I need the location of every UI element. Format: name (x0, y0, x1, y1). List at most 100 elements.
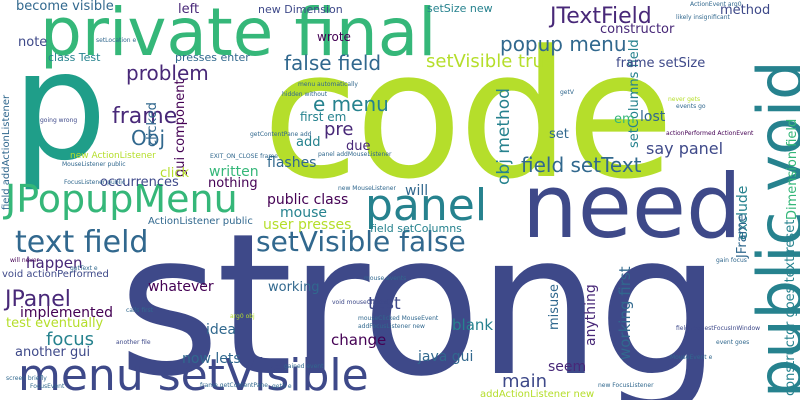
word-new-actionlistener: new ActionListener (70, 151, 156, 161)
word-become-visible: become visible (16, 0, 114, 14)
word-strong: strong (118, 192, 722, 400)
word-gained-event: gained event (284, 363, 324, 370)
word-first-em: first em (300, 110, 347, 124)
word-seem: seem (548, 359, 587, 375)
word-obj: Obj (131, 126, 165, 150)
word-setlocation-e: setLocation e (96, 37, 137, 44)
word-jpopupmenu: JPopupMenu (5, 177, 238, 221)
word-event-goes: event goes (716, 339, 750, 346)
word-private-final: private final (40, 0, 437, 71)
word-nothing: nothing (208, 176, 258, 191)
word-new-dimension: new Dimension (258, 3, 343, 16)
word-mouseevent-e: MouseEvent e (670, 354, 713, 361)
word-popup-menu: popup menu (500, 32, 627, 56)
word-text-field: text field (15, 225, 149, 260)
word-written: written (209, 164, 259, 180)
word-say-panel: say panel (646, 139, 724, 158)
word-exit-on-close-frame: EXIT_ON_CLOSE frame (210, 153, 278, 160)
word-calls-first: calls first (126, 307, 154, 314)
word-occurrences: occurrences (100, 175, 179, 190)
word-em: em (614, 112, 635, 127)
word-presses-enter: presses enter (175, 51, 250, 64)
word-setvisible-false: setVisible false (256, 225, 466, 258)
word-addfocuslistener-new: addFocusListener new (358, 323, 425, 330)
word-wrote: wrote (317, 30, 351, 44)
word-class-test: class Test (48, 51, 101, 64)
word-events-go: events go (676, 103, 706, 110)
word-frame: frame (112, 104, 178, 129)
word-addactionlistener-new: addActionListener new (480, 389, 595, 400)
word-public-class: public class (267, 192, 349, 208)
word-new-focuslistener: new FocusListener (598, 382, 654, 389)
word-jtextfield: JTextField (550, 4, 652, 29)
word-focus: focus (46, 329, 95, 350)
word-clicked: clicked (145, 102, 160, 147)
word-test: test (368, 294, 401, 314)
word-mouse-events: mouse events (364, 275, 407, 282)
word-working: working (268, 280, 320, 295)
word-pre: pre (324, 119, 354, 140)
word-setsize-new: setSize new (427, 2, 493, 15)
word-setvisible-true: setVisible true (426, 51, 555, 72)
word-void-actionperformed: void actionPerformed (2, 269, 109, 280)
word-flashes: flashes (267, 155, 317, 171)
word-anything: anything (583, 284, 599, 346)
word-jpanel: JPanel (5, 287, 71, 312)
word-another-gui: another gui (15, 345, 91, 360)
word-mouse: mouse (280, 205, 327, 221)
word-menu-setvisible: menu setVisible (18, 350, 369, 400)
word-note: note (18, 35, 48, 50)
word-user-presses: user presses (263, 217, 352, 233)
word-actionlistener-public: ActionListener public (148, 216, 253, 227)
word-dimension-field: Dimension field (785, 118, 800, 220)
word-getx-e: getX e (272, 383, 292, 390)
word-constructor: constructor (600, 22, 675, 37)
word-java-gui: java gui (418, 349, 474, 365)
word-panel-addmouselistener: panel addMouseListener (318, 151, 392, 158)
word-test-eventually: test eventually (6, 316, 104, 331)
word-screen-briefly: screen briefly (6, 375, 47, 382)
word-getcontentpane-add: getContentPane add (250, 131, 312, 138)
word-obj-method: obj method (494, 88, 514, 185)
word-going-wrong: going wrong (40, 117, 78, 124)
word-mouseclicked-mouseevent: mouseClicked MouseEvent (358, 315, 439, 322)
word-implemented: implemented (20, 305, 114, 321)
word-gettext-e: getText e (70, 265, 98, 272)
word-new-mouselistener: new MouseListener (338, 185, 396, 192)
word-now-lets: now lets (182, 351, 241, 367)
word-likely-insignificant: likely insignificant (676, 14, 730, 21)
word-menu-automatically: menu automatically (298, 81, 358, 88)
word-component: component (173, 79, 188, 153)
word-focusevent: FocusEvent (30, 383, 65, 390)
word-blank: blank (452, 316, 494, 334)
word-never-gets: never gets (668, 96, 701, 103)
word-field-requestfocusinwindow: field requestFocusInWindow (676, 325, 761, 332)
word-p: p (12, 20, 108, 194)
word-another-file: another file (116, 339, 151, 346)
word-jframe: JFrame (735, 213, 750, 258)
word-need: need (522, 155, 742, 258)
word-field-settext: field setText (521, 153, 642, 177)
word-idea: idea (206, 322, 236, 338)
word-code: code (262, 13, 674, 218)
word-will-never: will never (10, 257, 40, 264)
word-focuslistener-public: FocusListener public (64, 179, 126, 186)
word-method: method (720, 3, 771, 18)
word-field-addactionlistener: field addActionListener (1, 94, 12, 210)
word-happen: happen (26, 254, 83, 272)
word-left: left (178, 2, 200, 17)
word-actionperformed-actionevent: actionPerformed ActionEvent (666, 130, 754, 137)
word-due: due (346, 139, 371, 154)
word-add: add (296, 135, 321, 150)
word-arg0-obj: arg0 obj (230, 313, 255, 320)
word-change: change (331, 331, 387, 349)
word-frame-getcontentpane: frame getContentPane (200, 382, 268, 389)
word-set: set (549, 127, 569, 142)
word-misuse: misuse (547, 283, 562, 330)
word-gain-focus: gain focus (716, 257, 747, 264)
word-hidden-without: hidden without (282, 91, 328, 98)
word-working-first: working first (616, 266, 634, 360)
word-field-setcolumns: field setColumns (370, 222, 462, 235)
word-frame-setsize: frame setSize (616, 56, 706, 71)
